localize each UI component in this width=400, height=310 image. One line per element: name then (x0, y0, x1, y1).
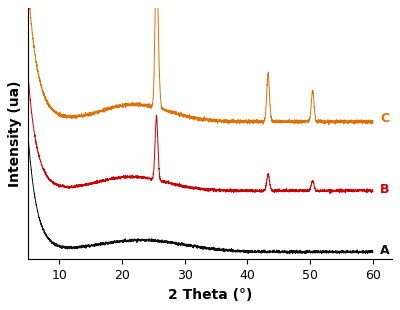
X-axis label: 2 Theta (°): 2 Theta (°) (168, 288, 252, 302)
Text: B: B (380, 183, 390, 196)
Text: A: A (380, 244, 390, 257)
Text: C: C (380, 112, 390, 125)
Y-axis label: Intensity (ua): Intensity (ua) (8, 81, 22, 187)
